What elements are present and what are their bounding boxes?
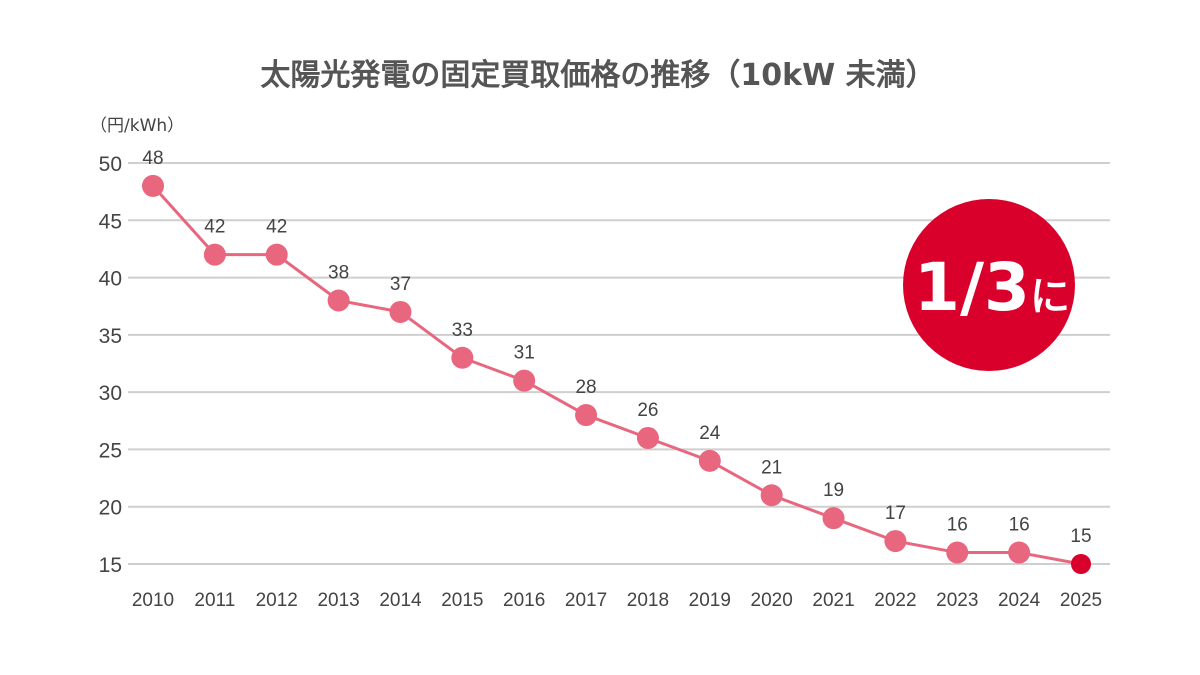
x-tick-label: 2024 [998,590,1041,611]
data-label: 15 [1070,526,1091,547]
x-tick-label: 2012 [256,590,298,611]
data-point [822,507,845,530]
x-tick-label: 2017 [565,590,607,611]
y-tick-label: 35 [99,325,122,348]
data-point [760,484,783,507]
data-point [451,346,474,369]
data-label: 33 [452,320,473,341]
y-tick-label: 45 [99,210,122,233]
data-point [1071,554,1091,574]
data-label: 16 [947,515,968,536]
y-tick-label: 20 [99,497,122,520]
data-point [946,541,969,564]
data-label: 48 [142,148,163,169]
data-label: 31 [514,343,535,364]
series-line-layer [151,184,1082,566]
data-label: 37 [390,274,411,295]
data-label: 42 [266,217,287,238]
data-labels: 48 42 42 38 37 33 31 28 26 24 21 19 17 16 16 15 [142,148,1091,547]
x-tick-label: 2022 [874,590,916,611]
data-points [142,174,1091,574]
data-point [698,449,721,472]
x-tick-label: 2018 [627,590,669,611]
data-point [884,530,907,553]
y-tick-label: 15 [99,554,122,577]
data-point [575,404,598,427]
data-point [265,243,288,266]
x-tick-label: 2020 [751,590,793,611]
data-point [327,289,350,312]
y-tick-label: 25 [99,439,122,462]
x-tick-label: 2014 [379,590,422,611]
data-label: 42 [204,217,225,238]
x-tick-label: 2019 [689,590,731,611]
data-label: 26 [637,400,658,421]
data-point [1008,541,1031,564]
x-tick-label: 2010 [132,590,174,611]
y-tick-label: 40 [99,268,122,291]
gridlines [128,162,1110,565]
y-axis-unit-label: （円/kWh） [90,116,184,136]
y-axis-ticks: 50 45 40 35 30 25 20 15 [99,153,122,577]
reduction-badge: 1/3に [903,199,1075,371]
data-point [203,243,226,266]
data-point [142,174,164,197]
badge-main-text: 1/3 [914,249,1030,326]
x-tick-label: 2011 [194,590,235,611]
x-tick-label: 2015 [441,590,483,611]
x-tick-label: 2025 [1060,590,1102,611]
y-tick-label: 30 [99,382,122,405]
data-label: 28 [575,377,596,398]
x-tick-label: 2021 [812,590,854,611]
x-tick-label: 2013 [317,590,359,611]
data-label: 16 [1009,515,1030,536]
data-point [513,369,536,392]
data-label: 17 [885,503,906,524]
x-tick-label: 2016 [503,590,545,611]
data-label: 24 [699,423,721,444]
x-tick-label: 2023 [936,590,978,611]
data-label: 38 [328,262,349,283]
x-axis-ticks: 2010 2011 2012 2013 2014 2015 2016 2017 2018 2019… [132,590,1102,611]
badge-suffix-text: に [1030,274,1070,320]
series-line [151,184,1082,566]
badge-circle [903,199,1075,371]
y-tick-label: 50 [99,153,122,176]
badge-text: 1/3に [914,249,1070,326]
data-point [636,426,659,449]
chart-title: 太陽光発電の固定買取価格の推移（10kW 未満） [260,58,935,93]
data-point [389,300,412,323]
data-label: 19 [823,480,844,501]
data-label: 21 [761,457,782,478]
